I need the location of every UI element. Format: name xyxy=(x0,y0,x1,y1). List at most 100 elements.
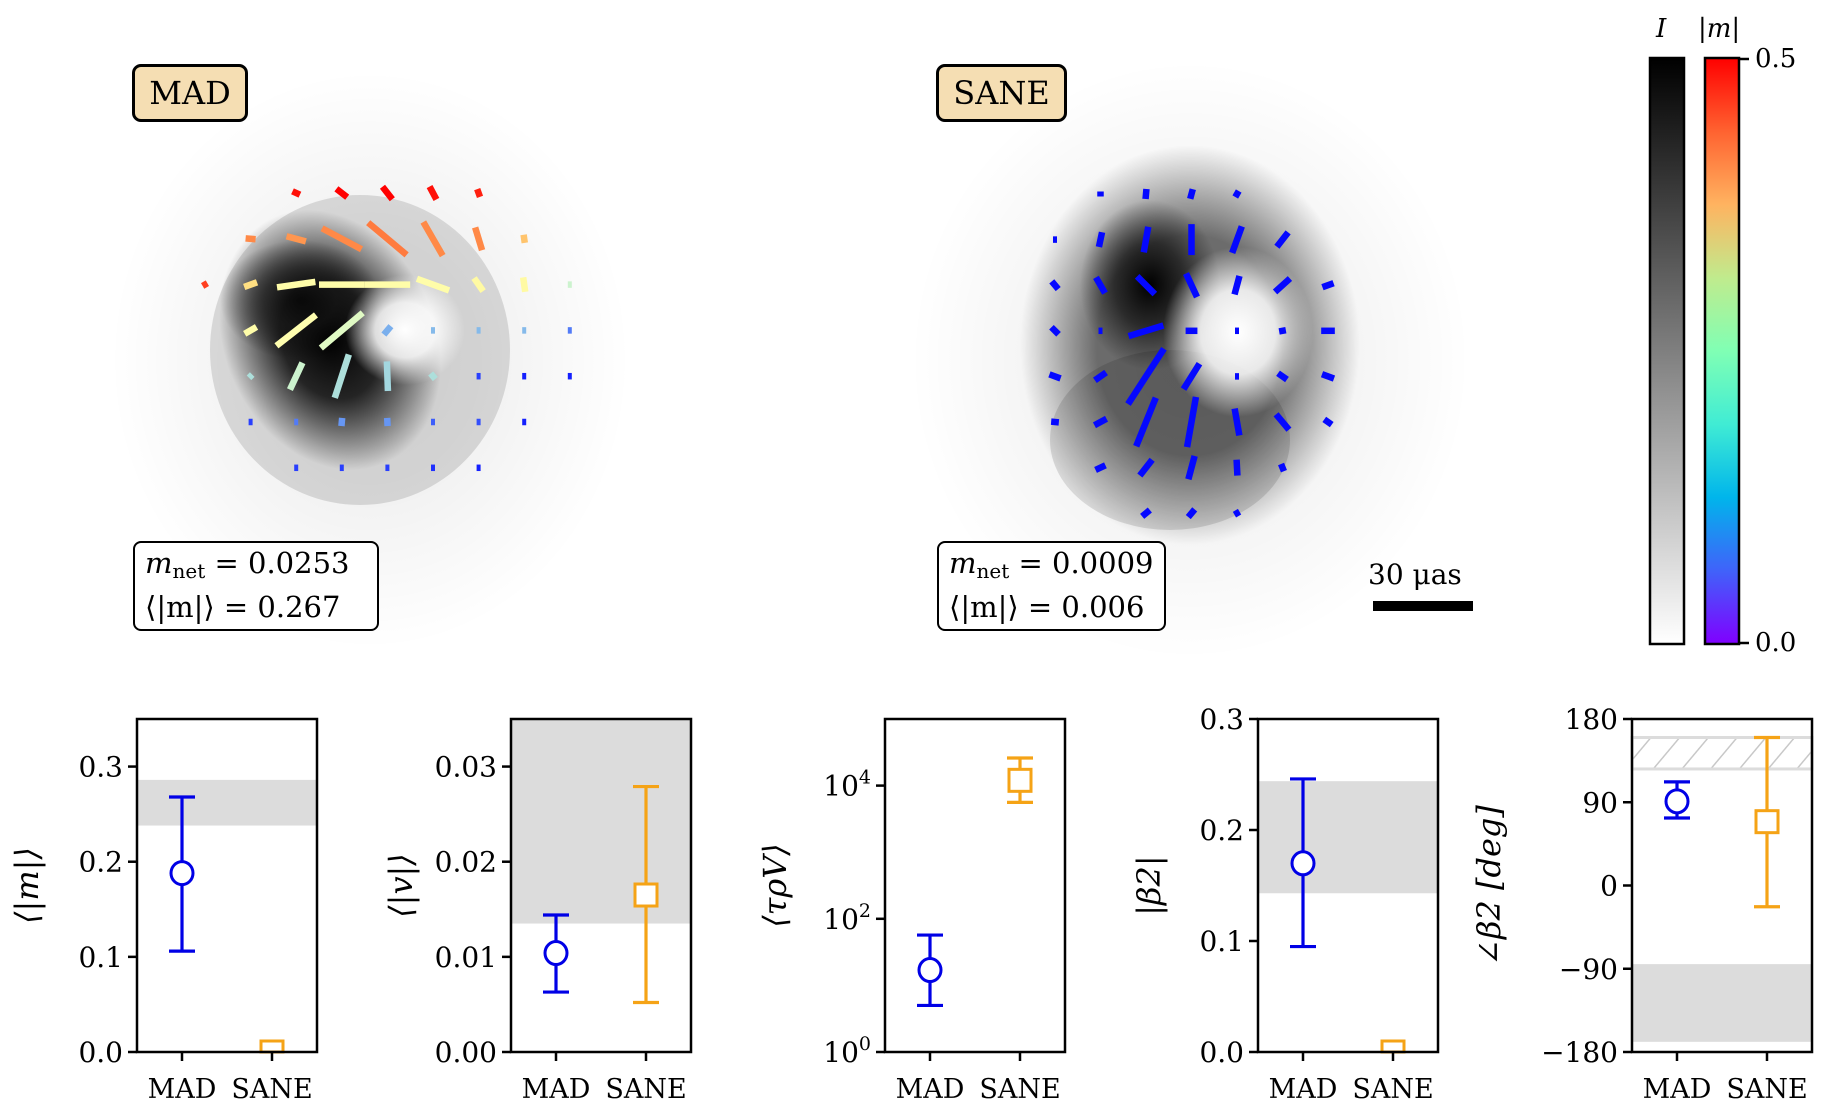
polarization-tick xyxy=(201,280,209,289)
polarization-tick xyxy=(1134,274,1158,297)
polarization-tick xyxy=(1321,280,1335,291)
y-tick-label: 0.0 xyxy=(1199,1036,1244,1069)
y-tick-label: −180 xyxy=(1541,1036,1618,1069)
polarization-tick xyxy=(1093,369,1108,383)
data-point xyxy=(1290,850,1316,877)
polarization-tick xyxy=(1183,272,1200,299)
polarization-tick xyxy=(519,276,529,293)
polarization-tick xyxy=(318,310,365,351)
panel-3: 100 102 104 MAD SANE ⟨τρV⟩ xyxy=(756,717,1067,1105)
data-point xyxy=(543,940,569,967)
polarization-tick xyxy=(243,279,259,290)
polarization-tick xyxy=(1276,370,1289,383)
polarization-tick xyxy=(520,234,528,244)
series-sane xyxy=(1754,735,1780,909)
polarization-tick xyxy=(1183,396,1200,448)
polarization-tick xyxy=(1050,418,1060,426)
polarization-tick xyxy=(246,372,255,381)
polarization-tick xyxy=(338,417,346,427)
polarization-tick xyxy=(420,220,446,258)
x-tick-label: SANE xyxy=(605,1074,686,1105)
data-point xyxy=(259,1039,285,1054)
polarization-tick xyxy=(1187,188,1196,200)
x-tick-label: MAD xyxy=(148,1074,217,1105)
polarization-tick xyxy=(1133,396,1159,448)
series-mad xyxy=(169,795,195,953)
polarization-tick xyxy=(1233,459,1241,476)
polarization-tick xyxy=(1232,189,1242,199)
hatched-band xyxy=(1630,736,1814,771)
polarization-tick xyxy=(1092,415,1109,429)
polarization-tick xyxy=(1322,416,1334,428)
sane-label: SANE xyxy=(936,64,1067,122)
polarization-tick xyxy=(1140,507,1152,519)
y-tick-label: 0 xyxy=(1600,870,1618,903)
y-tick-label: 90 xyxy=(1582,786,1618,819)
axes-frame xyxy=(509,717,693,1054)
data-point xyxy=(633,882,659,908)
mad-polarization-ticks xyxy=(201,184,572,472)
y-axis-label: ∠β2 [deg] xyxy=(1470,805,1508,966)
colorbar-min-label: 0.0 xyxy=(1755,628,1797,658)
y-tick-label: 0.2 xyxy=(78,846,123,879)
panel-2: 0.00 0.01 0.02 0.03 MAD SANE ⟨|v|⟩ xyxy=(382,717,693,1105)
data-point xyxy=(917,957,943,984)
polarization-tick xyxy=(1180,361,1203,391)
polarization-tick xyxy=(285,233,307,245)
polarization-tick xyxy=(1125,346,1167,406)
polarization-tick xyxy=(1048,371,1062,382)
polarization-tick xyxy=(1278,462,1287,473)
series-mad xyxy=(543,913,569,994)
intensity-colorbar xyxy=(1648,56,1686,646)
mad-mnet: mnet = 0.0253 xyxy=(145,546,350,583)
polarization-tick xyxy=(428,371,438,382)
data-point xyxy=(1380,1039,1406,1054)
y-tick-label: −90 xyxy=(1559,953,1618,986)
polarization-tick xyxy=(245,235,256,243)
polarization-tick xyxy=(1094,462,1107,473)
data-point xyxy=(1007,767,1033,793)
polarization-tick xyxy=(1278,327,1287,335)
sane-stats-box: mnet = 0.0009 ⟨|m|⟩ = 0.006 xyxy=(937,541,1166,631)
polarization-tick xyxy=(415,275,451,294)
sane-mnet: mnet = 0.0009 xyxy=(949,546,1154,583)
x-tick-label: MAD xyxy=(1269,1074,1338,1105)
panel-5: −180 −90 0 90 180 MAD SANE ∠β2 [deg] xyxy=(1470,703,1814,1105)
scale-bar-label: 30 μas xyxy=(1368,558,1462,591)
polarization-tick xyxy=(426,185,440,201)
polarization-tick xyxy=(276,278,316,291)
y-tick-label: 0.2 xyxy=(1199,814,1244,847)
mad-intensity-image xyxy=(110,70,630,650)
polarization-tick xyxy=(1231,275,1243,296)
polarization-tick xyxy=(1049,324,1061,337)
polarization-tick xyxy=(286,361,306,392)
panel-1: 0.0 0.1 0.2 0.3 MAD SANE ⟨|m|⟩ xyxy=(8,717,319,1105)
polarization-tick xyxy=(366,220,409,258)
polarization-tick xyxy=(1320,371,1336,382)
polarization-tick xyxy=(274,312,318,349)
mad-label-text: MAD xyxy=(149,74,231,112)
x-tick-label: MAD xyxy=(1643,1074,1712,1105)
polarization-tick xyxy=(1142,188,1150,200)
data-point xyxy=(1664,788,1690,815)
intensity-colorbar-title: I xyxy=(1656,14,1667,44)
axes-frame xyxy=(883,717,1067,1054)
polarization-tick xyxy=(1140,226,1152,253)
polarization-tick xyxy=(1093,275,1108,295)
polarization-tick xyxy=(291,188,302,198)
y-tick-label: 0.3 xyxy=(1199,703,1244,736)
polarization-tick xyxy=(379,184,395,202)
y-tick-label: 0.1 xyxy=(78,941,123,974)
x-tick-label: SANE xyxy=(979,1074,1060,1105)
polarization-tick xyxy=(1049,279,1061,292)
mad-stats-box: mnet = 0.0253 ⟨|m|⟩ = 0.267 xyxy=(133,541,379,631)
data-point xyxy=(169,860,195,887)
polarization-tick xyxy=(1137,457,1155,478)
polarization-colorbar xyxy=(1703,56,1741,646)
x-tick-label: SANE xyxy=(231,1074,312,1105)
mad-label: MAD xyxy=(132,64,248,122)
shaded-band xyxy=(137,779,317,826)
polarization-tick xyxy=(331,353,352,399)
y-tick-label: 0.0 xyxy=(78,1036,123,1069)
